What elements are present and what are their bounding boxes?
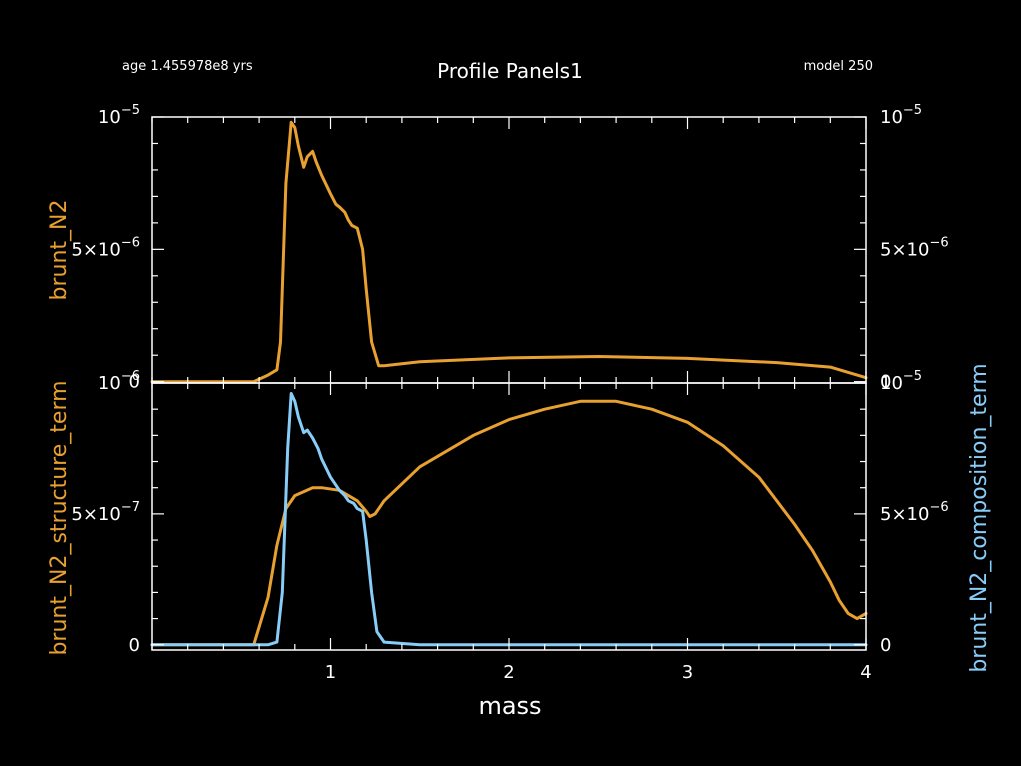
- bottom-series-composition-term: [150, 392, 868, 647]
- bottom-panel-x-tick-label: 2: [503, 662, 514, 683]
- model-label: model 250: [804, 59, 873, 74]
- top-panel-right-tick-label: 10−5: [880, 103, 922, 128]
- top-left-ylabel: brunt_N2: [47, 200, 72, 301]
- bottom-panel-x-tick-label: 3: [682, 662, 693, 683]
- bottom-panel-x-tick-label: 4: [860, 662, 871, 683]
- bottom-left-ylabel: brunt_N2_structure_term: [47, 380, 72, 655]
- bottom-panel-left-tick-label: 0: [129, 635, 140, 656]
- bottom-right-ylabel: brunt_N2_composition_term: [967, 363, 992, 672]
- bottom-panel-left-tick-label: 5×10−7: [71, 500, 140, 525]
- top-series-brunt-n2: [150, 120, 868, 384]
- x-axis-label: mass: [478, 692, 541, 720]
- top-panel-right-tick-label: 0: [880, 372, 891, 393]
- chart-title: Profile Panels1: [437, 59, 583, 83]
- top-panel-left-tick-label: 5×10−6: [71, 235, 140, 260]
- bottom-panel-right-tick-label: 10−5: [880, 369, 922, 394]
- bottom-panel-left-tick-label: 10−6: [98, 369, 140, 394]
- bottom-panel-right-tick-label: 0: [880, 635, 891, 656]
- top-panel-left-tick-label: 10−5: [98, 103, 140, 128]
- age-label: age 1.455978e8 yrs: [122, 59, 253, 74]
- bottom-series-structure-term: [150, 399, 868, 647]
- bottom-panel-x-tick-label: 1: [325, 662, 336, 683]
- bottom-panel-right-tick-label: 5×10−6: [880, 500, 949, 525]
- top-panel-right-tick-label: 5×10−6: [880, 235, 949, 260]
- top-panel-left-tick-label: 0: [129, 372, 140, 393]
